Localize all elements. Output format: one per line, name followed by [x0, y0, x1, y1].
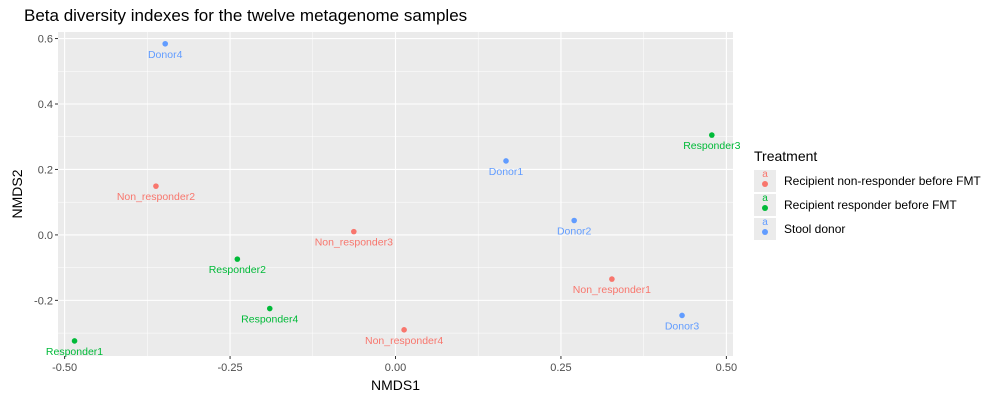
data-point — [266, 305, 273, 312]
y-tick-label: -0.2 — [34, 295, 53, 307]
legend-label: Recipient responder before FMT — [784, 198, 957, 212]
point-label: Non_responder2 — [117, 191, 195, 203]
data-point — [162, 40, 169, 47]
x-tick-label: -0.50 — [52, 362, 77, 374]
data-point — [401, 327, 407, 333]
point-label: Responder3 — [683, 140, 740, 152]
legend: Treatment a Recipient non-responder befor… — [754, 148, 981, 241]
y-tick-label: 0.4 — [38, 99, 53, 111]
legend-items: a Recipient non-responder before FMT a Reci… — [754, 169, 981, 241]
x-tick-label: 0.25 — [550, 362, 571, 374]
point-labels: Non_responder2 Non_responder3 Non_responde… — [46, 49, 741, 358]
chart-title: Beta diversity indexes for the twelve me… — [24, 6, 468, 25]
legend-key-text-glyph: a — [762, 217, 768, 228]
legend-key-dot — [762, 229, 768, 235]
point-label: Non_responder4 — [365, 335, 443, 347]
x-tick-label: 0.50 — [716, 362, 737, 374]
legend-key-text-glyph: a — [762, 169, 768, 180]
legend-key: a — [754, 194, 776, 216]
point-label: Responder1 — [46, 346, 103, 358]
point-label: Non_responder3 — [315, 237, 393, 249]
y-tick-label: 0.6 — [38, 34, 53, 46]
data-point — [709, 132, 715, 138]
data-points — [71, 40, 715, 344]
data-point — [351, 228, 357, 235]
point-label: Donor2 — [557, 226, 592, 238]
point-label: Donor3 — [665, 320, 700, 332]
point-label: Responder4 — [241, 314, 298, 326]
point-label: Responder2 — [209, 264, 266, 276]
legend-label: Stool donor — [784, 222, 846, 236]
major-gridlines — [58, 32, 733, 356]
y-tick-label: 0.0 — [38, 230, 53, 242]
y-tick-label: 0.2 — [38, 164, 53, 176]
data-point — [609, 276, 615, 282]
data-point — [71, 338, 78, 344]
point-label: Donor4 — [148, 49, 183, 61]
data-point — [503, 158, 509, 164]
x-tick-label: -0.25 — [218, 362, 243, 374]
x-axis-title: NMDS1 — [371, 377, 420, 393]
legend-item: a Recipient non-responder before FMT — [754, 169, 981, 193]
legend-key: a — [754, 170, 776, 192]
legend-item: a Stool donor — [754, 217, 981, 241]
point-label: Non_responder1 — [573, 284, 651, 296]
legend-key-dot — [762, 205, 768, 211]
x-tick-label: 0.00 — [385, 362, 406, 374]
legend-label: Recipient non-responder before FMT — [784, 174, 981, 188]
legend-key: a — [754, 218, 776, 240]
y-axis-ticks: -0.2 0.0 0.2 0.4 0.6 — [34, 34, 58, 307]
legend-item: a Recipient responder before FMT — [754, 193, 981, 217]
x-axis-ticks: -0.50 -0.25 0.00 0.25 0.50 — [52, 356, 737, 374]
data-point — [679, 312, 685, 319]
data-point — [234, 256, 241, 262]
y-axis-title: NMDS2 — [9, 169, 25, 218]
legend-title: Treatment — [754, 148, 818, 164]
data-point — [153, 183, 159, 189]
data-point — [571, 217, 577, 224]
legend-key-text-glyph: a — [762, 193, 768, 204]
legend-key-dot — [762, 181, 768, 187]
point-label: Donor1 — [489, 166, 524, 178]
